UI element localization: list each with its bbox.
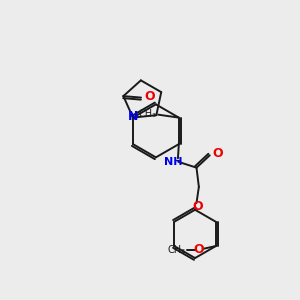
Text: CH₃: CH₃ (139, 109, 157, 119)
Text: O: O (194, 243, 204, 256)
Text: N: N (128, 110, 138, 123)
Text: CH₃: CH₃ (168, 244, 186, 254)
Text: O: O (145, 90, 155, 103)
Text: O: O (192, 200, 203, 213)
Text: NH: NH (164, 157, 182, 167)
Text: O: O (213, 147, 223, 160)
